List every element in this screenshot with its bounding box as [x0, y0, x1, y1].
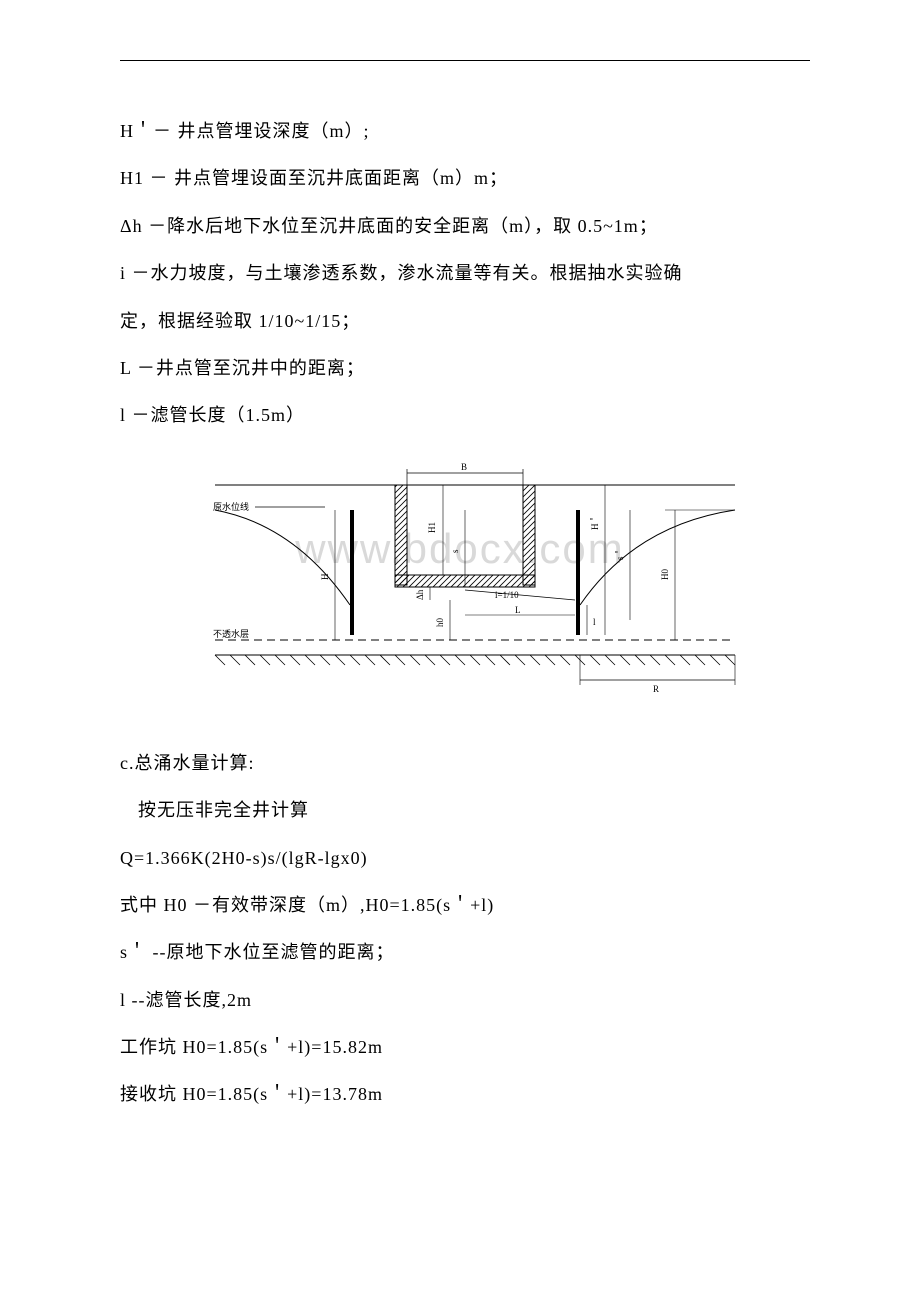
figure-container: 原水位线 不透水层: [120, 455, 810, 715]
dim-B: B: [461, 462, 467, 472]
calc-def-sprime: s＇ --原地下水位至滤管的距离；: [120, 932, 810, 973]
dim-sprime: s＇: [615, 547, 625, 560]
def-l: l －滤管长度（1.5m）: [120, 395, 810, 436]
calc-heading: c.总涌水量计算:: [120, 743, 810, 784]
document-body: H＇－ 井点管埋设深度（m）; H1 － 井点管埋设面至沉井底面距离（m）m； …: [120, 111, 810, 1116]
dim-H1: H1: [427, 522, 437, 533]
dim-l: l: [593, 617, 596, 627]
dim-H0: H0: [660, 568, 670, 579]
calc-recvpit-H0: 接收坑 H0=1.85(s＇+l)=13.78m: [120, 1074, 810, 1115]
calc-workpit-H0: 工作坑 H0=1.85(s＇+l)=15.82m: [120, 1027, 810, 1068]
calc-method: 按无压非完全井计算: [120, 790, 810, 831]
calc-def-l: l --滤管长度,2m: [120, 980, 810, 1021]
dim-R: R: [653, 684, 659, 694]
def-delta-h: Δh －降水后地下水位至沉井底面的安全距离（m），取 0.5~1m；: [120, 206, 810, 247]
dim-h0: h0: [435, 617, 445, 627]
slope-label: i=1/10: [495, 590, 519, 600]
top-rule: [120, 60, 810, 61]
dim-L: L: [515, 605, 521, 615]
dim-deltah: Δh: [415, 589, 425, 600]
label-impermeable: 不透水层: [213, 628, 249, 639]
wellpoint-diagram: 原水位线 不透水层: [175, 455, 755, 715]
def-H1: H1 － 井点管埋设面至沉井底面距离（m）m；: [120, 158, 810, 199]
def-i-line1: i －水力坡度，与土壤渗透系数，渗水流量等有关。根据抽水实验确: [120, 253, 810, 294]
dim-H: H: [320, 573, 330, 580]
dim-Hprime: H＇: [590, 514, 600, 530]
calc-def-H0: 式中 H0 －有效带深度（m）,H0=1.85(s＇+l): [120, 885, 810, 926]
calc-formula-Q: Q=1.366K(2H0-s)s/(lgR-lgx0): [120, 838, 810, 879]
def-L: L －井点管至沉井中的距离；: [120, 348, 810, 389]
def-i-line2: 定，根据经验取 1/10~1/15；: [120, 301, 810, 342]
def-H-prime: H＇－ 井点管埋设深度（m）;: [120, 111, 810, 152]
dim-s: s: [450, 549, 460, 553]
